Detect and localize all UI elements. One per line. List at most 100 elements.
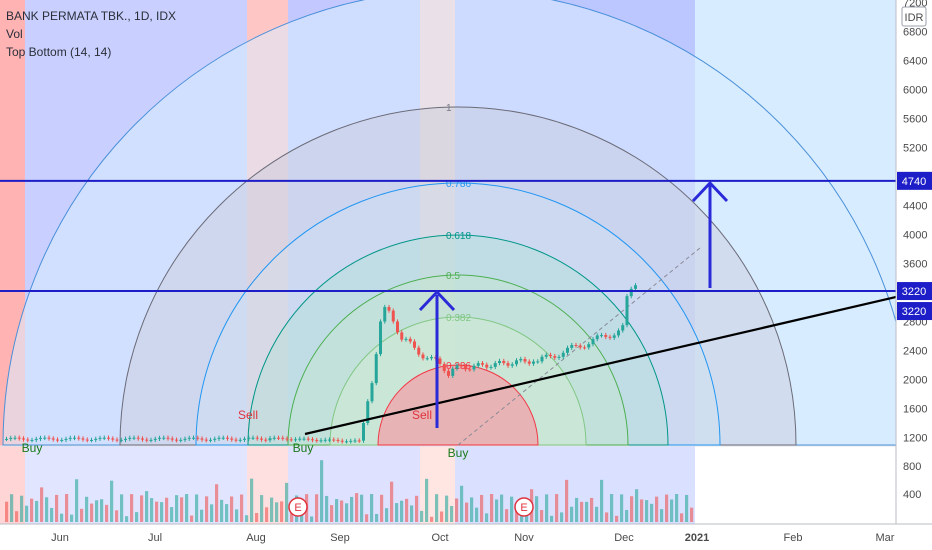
candle-body — [30, 439, 34, 441]
candle-body — [515, 360, 518, 365]
candle-body — [111, 438, 115, 440]
volume-bar — [485, 513, 489, 522]
volume-bar — [460, 485, 464, 522]
price-tick-label: 1600 — [903, 404, 927, 416]
volume-bar — [685, 494, 689, 522]
volume-bar — [640, 499, 644, 522]
volume-bar — [105, 504, 109, 522]
candle-body — [196, 437, 200, 439]
fib-arc — [247, 234, 669, 446]
volume-bar — [425, 478, 429, 522]
candle-body — [247, 437, 251, 439]
price-tick-label: 5200 — [903, 143, 927, 155]
volume-bar — [345, 503, 349, 522]
volume-bar — [140, 495, 144, 522]
time-tick-label: Dec — [614, 532, 634, 544]
candle-body — [183, 438, 187, 440]
candle-body — [340, 440, 344, 442]
volume-bar — [110, 480, 114, 522]
candle-body — [549, 354, 552, 357]
candle-body — [532, 361, 535, 364]
time-tick-label: Jun — [51, 532, 69, 544]
volume-bar — [220, 499, 224, 522]
volume-bar — [670, 499, 674, 522]
volume-bar — [505, 509, 509, 522]
volume-bar — [395, 503, 399, 522]
candle-body — [289, 439, 293, 441]
candle-body — [319, 440, 323, 442]
volume-bar — [95, 500, 99, 522]
candle-body — [187, 437, 191, 439]
indicator-params: (14, 14) — [70, 45, 111, 59]
candle-body — [328, 439, 331, 441]
volume-bar — [475, 507, 479, 522]
volume-bar — [85, 496, 89, 522]
candle-body — [192, 437, 195, 439]
volume-bar — [575, 497, 579, 522]
candle-body — [124, 438, 127, 440]
candle-body — [22, 438, 25, 440]
candle-body — [396, 321, 399, 333]
candle-body — [591, 339, 595, 345]
candle-body — [272, 437, 276, 439]
candle-body — [73, 437, 76, 439]
candle-body — [158, 437, 161, 439]
candle-body — [553, 356, 557, 358]
candle-body — [336, 439, 340, 441]
candle-body — [506, 363, 510, 366]
volume-bar — [625, 509, 629, 522]
candle-body — [353, 440, 357, 442]
time-axis-bg — [0, 524, 932, 550]
volume-bar — [205, 496, 209, 522]
candle-body — [379, 321, 382, 355]
candle-body — [366, 401, 370, 423]
candle-body — [5, 438, 8, 440]
fib-arc — [287, 274, 629, 446]
fib-arc — [2, 0, 896, 446]
candle-body — [625, 296, 629, 326]
volume-bar — [465, 502, 469, 522]
candle-body — [557, 356, 561, 358]
trend-line — [304, 295, 896, 436]
candle-body — [438, 358, 442, 364]
price-badge-label: 4740 — [902, 176, 926, 188]
candle-body — [617, 330, 620, 336]
time-tick-label: Nov — [514, 532, 534, 544]
candle-body — [578, 345, 582, 348]
volume-bar — [675, 494, 679, 522]
candle-body — [391, 310, 395, 322]
candle-body — [430, 357, 433, 359]
volume-bar — [210, 504, 214, 522]
candle-body — [68, 437, 72, 439]
candle-body — [306, 438, 310, 440]
symbol-title: BANK PERMATA TBK., 1D, IDX — [6, 9, 176, 23]
candle-body — [574, 345, 578, 347]
earnings-marker[interactable] — [514, 497, 534, 517]
price-tick-label: 5600 — [903, 114, 927, 126]
volume-bar — [665, 494, 669, 522]
candle-body — [417, 347, 421, 355]
volume-bar — [615, 515, 619, 522]
volume-bar — [10, 494, 14, 522]
time-tick-label: Mar — [876, 532, 895, 544]
volume-bar — [545, 494, 549, 522]
earnings-marker[interactable] — [288, 497, 308, 517]
candle-body — [179, 439, 183, 441]
volume-bar — [500, 494, 504, 522]
candle-body — [315, 440, 319, 442]
volume-bar — [200, 509, 204, 522]
candle-body — [302, 438, 306, 440]
candle-body — [115, 439, 119, 441]
candle-body — [608, 336, 612, 338]
candle-body — [298, 438, 302, 440]
volume-bar — [260, 495, 264, 522]
volume-bar — [55, 494, 59, 522]
volume-bar — [355, 493, 359, 522]
volume-bar — [630, 496, 634, 522]
volume-bar — [405, 498, 409, 522]
candle-body — [230, 438, 234, 440]
candle-body — [459, 365, 463, 367]
volume-bar — [135, 512, 139, 522]
volume-bar — [350, 496, 354, 522]
